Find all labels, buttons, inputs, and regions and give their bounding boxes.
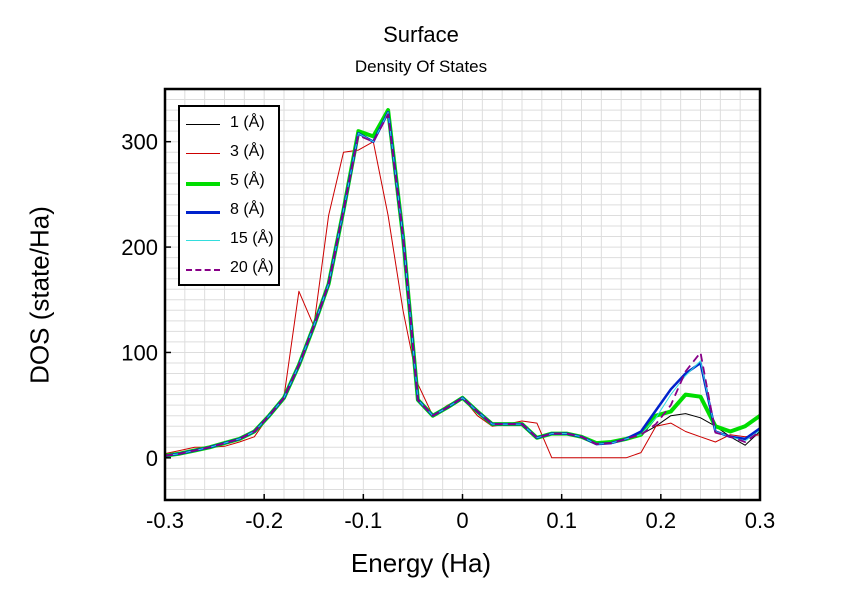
- y-tick-label: 0: [146, 446, 158, 471]
- x-axis-label: Energy (Ha): [350, 548, 492, 578]
- legend-swatch: [186, 124, 220, 125]
- legend-label: 20 (Å): [230, 259, 274, 276]
- y-axis-label: DOS (state/Ha): [24, 206, 55, 384]
- y-tick-label: 200: [121, 235, 158, 260]
- x-tick-label: -0.3: [146, 508, 184, 533]
- legend-swatch: [186, 240, 220, 241]
- legend-swatch: [186, 211, 220, 214]
- legend-label: 5 (Å): [230, 172, 265, 189]
- chart-title: Surface: [383, 22, 459, 47]
- legend-label: 15 (Å): [230, 230, 274, 247]
- y-tick-label: 300: [121, 130, 158, 155]
- legend-label: 8 (Å): [230, 201, 265, 218]
- legend-label: 3 (Å): [230, 143, 265, 160]
- legend-item: 15 (Å): [186, 229, 278, 251]
- legend-swatch: [186, 153, 220, 154]
- legend-item: 20 (Å): [186, 258, 278, 280]
- x-tick-label: 0.1: [546, 508, 577, 533]
- chart-legend: 1 (Å) 3 (Å) 5 (Å) 8 (Å) 15 (Å) 20 (Å): [178, 105, 280, 286]
- y-tick-label: 100: [121, 340, 158, 365]
- legend-item: 8 (Å): [186, 200, 278, 222]
- legend-item: 3 (Å): [186, 142, 278, 164]
- legend-item: 5 (Å): [186, 171, 278, 193]
- x-tick-label: 0.2: [646, 508, 677, 533]
- x-tick-label: 0: [456, 508, 468, 533]
- x-tick-label: -0.2: [245, 508, 283, 533]
- series-line-5: [165, 113, 760, 457]
- legend-item: 1 (Å): [186, 113, 278, 135]
- legend-swatch: [186, 269, 220, 271]
- chart-subtitle: Density Of States: [354, 57, 488, 76]
- x-tick-label: -0.1: [344, 508, 382, 533]
- legend-label: 1 (Å): [230, 114, 265, 131]
- legend-swatch: [186, 182, 220, 186]
- x-tick-label: 0.3: [745, 508, 776, 533]
